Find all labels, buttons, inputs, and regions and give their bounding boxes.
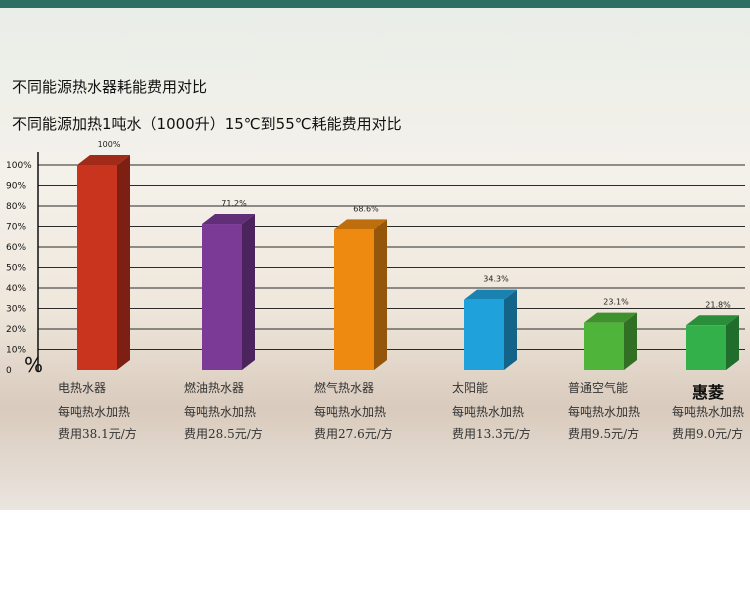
bar — [686, 325, 726, 370]
chart-title: 不同能源热水器耗能费用对比 — [12, 78, 207, 96]
bar-side — [117, 155, 130, 370]
category-description: 费用38.1元/方 — [58, 426, 137, 441]
bar-value-label: 71.2% — [221, 199, 247, 208]
category-labels: 电热水器每吨热水加热费用38.1元/方燃油热水器每吨热水加热费用28.5元/方燃… — [58, 380, 744, 441]
bar-side — [726, 315, 739, 370]
bars: 100% 71.2% 68.6% 34.3% 23.1% 21.8% — [77, 140, 739, 370]
category-label: 燃油热水器 — [184, 380, 244, 395]
y-tick-label: 90% — [6, 182, 26, 192]
category-label: 普通空气能 — [568, 380, 628, 395]
bar — [77, 165, 117, 370]
y-tick-label: 20% — [6, 325, 26, 335]
y-tick-label: 80% — [6, 202, 26, 212]
bar-side — [374, 219, 387, 370]
bar-value-label: 23.1% — [603, 298, 629, 307]
grid-lines — [38, 164, 745, 350]
bar-value-label: 21.8% — [705, 300, 731, 309]
y-tick-label: 50% — [6, 264, 26, 274]
category-description: 每吨热水加热 — [58, 404, 130, 419]
category-description: 费用9.0元/方 — [672, 426, 743, 441]
category-description: 费用28.5元/方 — [184, 426, 263, 441]
y-tick-label: 100% — [6, 161, 32, 171]
top-accent-bar — [0, 0, 750, 8]
bar-top — [464, 289, 517, 300]
bar — [584, 322, 624, 370]
bar — [334, 229, 374, 370]
category-description: 费用27.6元/方 — [314, 426, 393, 441]
bar — [464, 299, 504, 370]
bar-side — [504, 289, 517, 370]
y-tick-labels: 0 10% 20% 30% 40% 50% 60% 70% 80% 90% 100% — [6, 161, 32, 376]
y-tick-label: 10% — [6, 346, 26, 356]
y-tick-label: 70% — [6, 223, 26, 233]
bar-top — [77, 155, 130, 165]
category-label: 惠菱 — [692, 383, 724, 402]
bar — [202, 224, 242, 370]
category-description: 费用13.3元/方 — [452, 426, 531, 441]
chart-subtitle: 不同能源加热1吨水（1000升）15℃到55℃耗能费用对比 — [12, 115, 402, 133]
category-label: 燃气热水器 — [314, 380, 374, 395]
y-tick-label: 40% — [6, 284, 26, 294]
bar-top — [334, 219, 387, 230]
bar-top — [584, 312, 637, 323]
category-description: 每吨热水加热 — [568, 404, 640, 419]
category-description: 每吨热水加热 — [184, 404, 256, 419]
y-tick-label: 30% — [6, 305, 26, 315]
category-label: 电热水器 — [58, 381, 106, 395]
bar-top — [686, 315, 739, 326]
category-description: 每吨热水加热 — [452, 404, 524, 419]
y-tick-label: 0 — [6, 366, 12, 376]
bar-side — [242, 214, 255, 370]
bar-value-label: 100% — [98, 140, 121, 149]
bar-top — [202, 214, 255, 225]
y-axis-label: % — [24, 353, 43, 377]
category-description: 每吨热水加热 — [672, 404, 744, 419]
bar-value-label: 34.3% — [483, 275, 509, 284]
bar-value-label: 68.6% — [353, 204, 379, 213]
category-label: 太阳能 — [452, 380, 488, 395]
category-description: 费用9.5元/方 — [568, 426, 639, 441]
category-description: 每吨热水加热 — [314, 404, 386, 419]
bar-side — [624, 312, 637, 370]
y-tick-label: 60% — [6, 243, 26, 253]
